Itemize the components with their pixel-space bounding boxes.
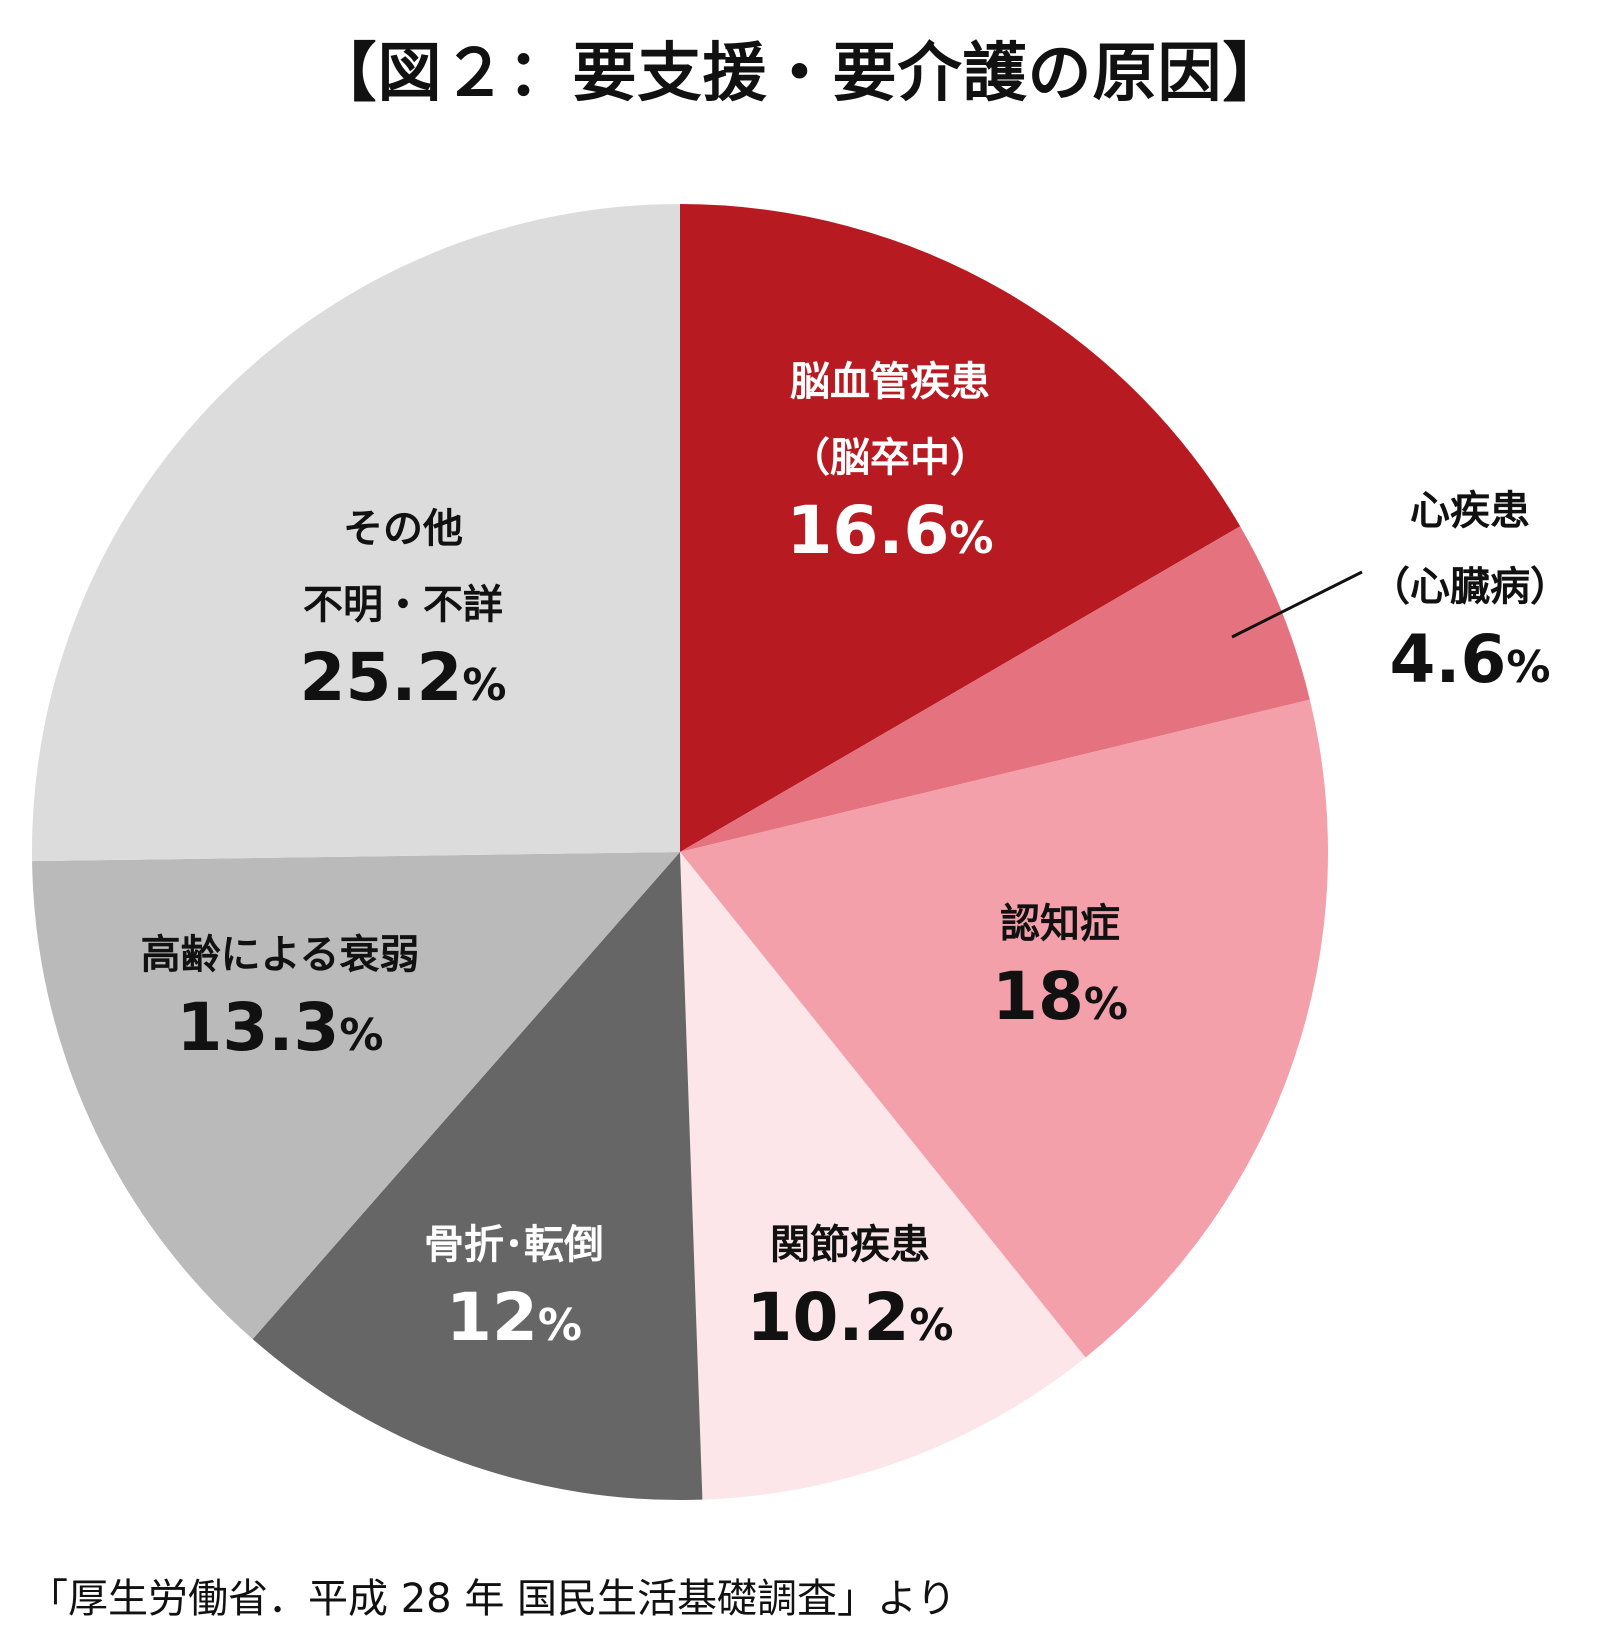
slice-value-number: 16.6 xyxy=(787,492,950,569)
slice-value-unit: % xyxy=(462,660,506,711)
slice-value-number: 12 xyxy=(446,1279,538,1356)
slice-value-unit: % xyxy=(909,1300,953,1351)
chart-title: 【図２：要支援・要介護の原因】 xyxy=(312,37,1288,111)
slice-value-label: 25.2% xyxy=(300,639,507,716)
slice-value-unit: % xyxy=(1084,979,1128,1030)
slice-value-unit: % xyxy=(949,513,993,564)
slice-label: 骨折･転倒 12% xyxy=(424,1222,604,1356)
slice-category-label: 脳血管疾患 xyxy=(790,359,990,405)
pie-slice xyxy=(680,204,1241,852)
slice-value-unit: % xyxy=(1506,642,1550,693)
slice-category-label: （心臓病） xyxy=(1370,564,1570,610)
slice-value-unit: % xyxy=(339,1010,383,1061)
slice-category-label: 認知症 xyxy=(1000,901,1120,947)
source-note: 「厚生労働省．平成 28 年 国民生活基礎調査」より xyxy=(28,1576,957,1622)
slice-category-label: 高齢による衰弱 xyxy=(141,932,420,978)
slice-category-label: 骨折･転倒 xyxy=(424,1222,604,1268)
pie-slice xyxy=(252,852,703,1500)
pie-slice xyxy=(31,204,680,862)
slice-category-label: （脳卒中） xyxy=(790,435,990,481)
slice-category-label: その他 xyxy=(343,506,463,552)
slice-category-label: 不明・不詳 xyxy=(303,582,503,628)
slice-category-label: 関節疾患 xyxy=(770,1222,930,1268)
pie-slices xyxy=(31,204,1328,1500)
slice-value-label: 12% xyxy=(446,1279,582,1356)
slice-value-label: 4.6% xyxy=(1389,621,1550,698)
slice-value-number: 13.3 xyxy=(177,989,340,1066)
slice-label: 心疾患 （心臓病） 4.6% xyxy=(1370,488,1570,698)
slice-value-number: 25.2 xyxy=(300,639,463,716)
leader-line xyxy=(1231,570,1363,639)
slice-label: 脳血管疾患 （脳卒中） 16.6% xyxy=(787,359,994,569)
pie-slice xyxy=(680,699,1328,1358)
slice-value-label: 18% xyxy=(992,958,1128,1035)
pie-labels: 脳血管疾患 （脳卒中） 16.6% 心疾患 （心臓病） 4.6% 認知症 18% 関節疾患 10.… xyxy=(141,359,1570,1356)
slice-value-number: 4.6 xyxy=(1389,621,1506,698)
slice-value-label: 16.6% xyxy=(787,492,994,569)
pie-slice xyxy=(32,852,681,1340)
slice-label: 高齢による衰弱 13.3% xyxy=(141,932,420,1066)
slice-value-number: 18 xyxy=(992,958,1084,1035)
slice-value-label: 10.2% xyxy=(747,1279,954,1356)
slice-value-number: 10.2 xyxy=(747,1279,910,1356)
slice-label: 関節疾患 10.2% xyxy=(747,1222,954,1356)
slice-value-label: 13.3% xyxy=(177,989,384,1066)
slice-label: 認知症 18% xyxy=(992,901,1128,1035)
slice-value-unit: % xyxy=(538,1300,582,1351)
pie-slice xyxy=(680,526,1310,852)
slice-category-label: 心疾患 xyxy=(1410,488,1530,534)
pie-slice xyxy=(680,852,1086,1500)
